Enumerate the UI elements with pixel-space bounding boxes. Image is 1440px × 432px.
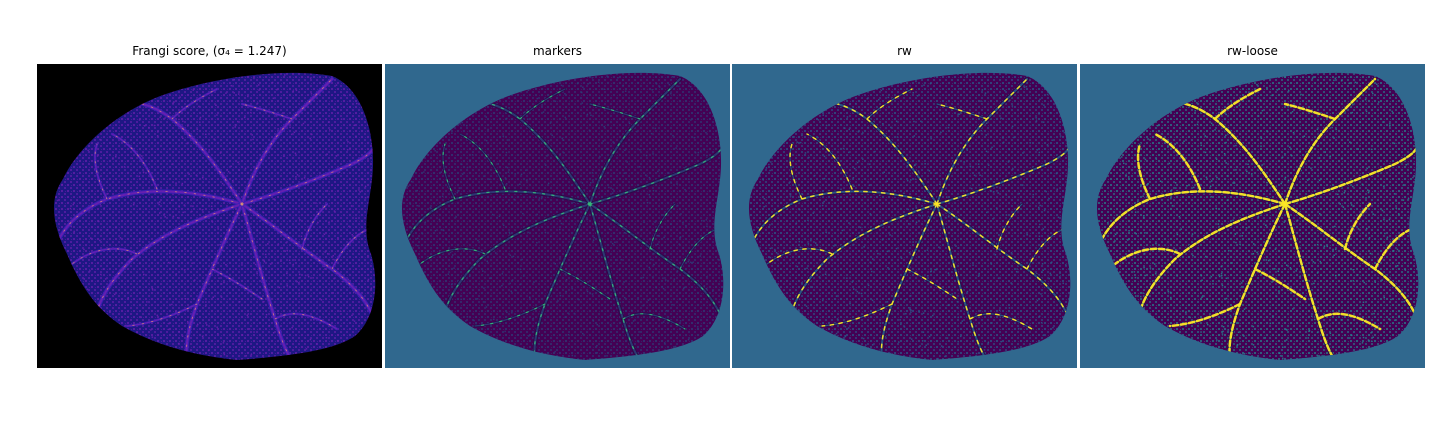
- segmentation-canvas: [385, 64, 730, 368]
- panel-title-rw-loose: rw-loose: [1227, 44, 1278, 58]
- retina-region: [401, 72, 724, 360]
- rw-image: [732, 64, 1077, 368]
- segmentation-canvas: [732, 64, 1077, 368]
- retina-region: [53, 72, 376, 360]
- rw-loose-image: [1080, 64, 1425, 368]
- frangi-score-image: [37, 64, 382, 368]
- segmentation-canvas: [37, 64, 382, 368]
- panel-title-frangi: Frangi score, (σ₄ = 1.247): [132, 44, 287, 58]
- panel-title-rw: rw: [897, 44, 912, 58]
- markers-image: [385, 64, 730, 368]
- panel-title-markers: markers: [532, 44, 583, 58]
- segmentation-canvas: [1080, 64, 1425, 368]
- retina-region: [748, 72, 1071, 360]
